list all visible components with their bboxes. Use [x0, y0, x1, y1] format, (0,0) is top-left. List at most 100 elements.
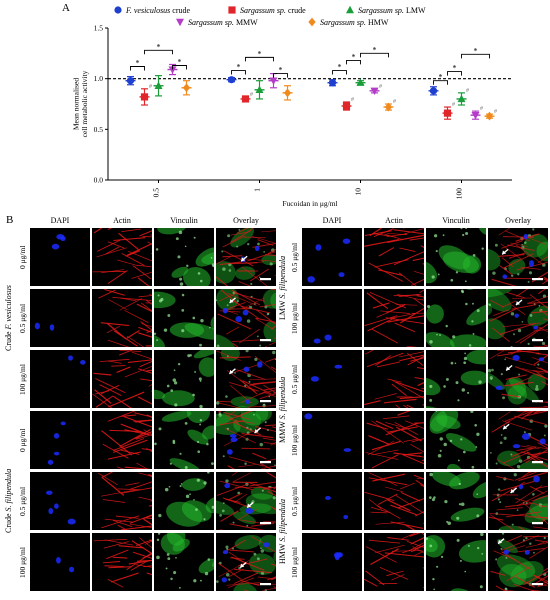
data-point: [227, 76, 236, 84]
significance-bracket: [332, 70, 347, 75]
actin-image: [364, 289, 424, 347]
column-header-left: Actin: [113, 216, 131, 225]
y-tick-label: 0.0: [94, 176, 104, 185]
row-label-left: 100 μg/ml: [18, 546, 27, 578]
significance-bracket: [144, 49, 173, 55]
vinculin-image: [426, 350, 486, 408]
dapi-image: [302, 472, 362, 530]
data-point: [255, 85, 264, 94]
vinculin-image: [154, 533, 214, 591]
data-point: [485, 111, 494, 121]
significance-star: *: [279, 66, 283, 75]
vinculin-image: [426, 472, 486, 530]
significance-star: *: [352, 52, 356, 61]
legend-marker: [308, 17, 316, 27]
dapi-image: [30, 411, 90, 469]
data-point: [328, 79, 337, 87]
legend-label: Sargassum sp. LMW: [358, 6, 426, 15]
legend-marker: [346, 5, 354, 14]
column-header-left: Overlay: [233, 216, 259, 225]
hash-mark: #: [480, 106, 483, 112]
column-header-right: Actin: [385, 216, 403, 225]
actin-image: [92, 533, 152, 591]
vinculin-image: [154, 289, 214, 347]
dapi-image: [302, 289, 362, 347]
data-point: [370, 87, 379, 96]
hash-mark: #: [250, 92, 253, 98]
significance-star: *: [338, 63, 342, 72]
data-point: [126, 77, 135, 85]
significance-bracket: [273, 73, 288, 78]
group-label-right: LMW S. filipendula: [278, 255, 287, 320]
row-label-left: 0 μg/ml: [18, 245, 27, 269]
x-tick-label: 0.5: [152, 188, 161, 198]
dapi-image: [302, 228, 362, 286]
vinculin-image: [426, 411, 486, 469]
x-tick-label: 100: [455, 188, 464, 200]
actin-image: [364, 228, 424, 286]
data-point: [429, 87, 438, 95]
y-tick-label: 1.5: [94, 24, 104, 33]
row-label-right: 100 μg/ml: [290, 424, 299, 456]
significance-bracket: [346, 59, 361, 65]
significance-star: *: [178, 57, 182, 66]
overlay-image: [488, 533, 548, 591]
row-label-right: 0.5 μg/ml: [290, 486, 299, 516]
y-tick-label: 1.0: [94, 74, 104, 83]
overlay-image: [488, 472, 548, 530]
row-label-right: 0.5 μg/ml: [290, 364, 299, 394]
overlay-image: [488, 411, 548, 469]
x-tick-label: 10: [354, 188, 363, 196]
significance-bracket: [130, 66, 145, 71]
row-label-left: 100 μg/ml: [18, 363, 27, 395]
dapi-image: [302, 411, 362, 469]
column-header-right: DAPI: [322, 216, 342, 225]
legend-label: Sargassum sp. MMW: [188, 18, 258, 27]
group-label-right: HMW S. filipendula: [278, 499, 287, 564]
vinculin-image: [154, 472, 214, 530]
hash-mark: #: [466, 88, 469, 94]
actin-image: [364, 350, 424, 408]
actin-image: [92, 411, 152, 469]
significance-star: *: [237, 63, 241, 72]
x-axis-label: Fucoidan in μg/ml: [282, 199, 337, 208]
overlay-image: [216, 411, 276, 469]
data-point: [471, 111, 480, 120]
data-point: [269, 77, 278, 85]
hash-mark: #: [393, 99, 396, 105]
legend-marker: [176, 18, 184, 27]
hash-mark: #: [379, 84, 382, 90]
overlay-image: [488, 350, 548, 408]
data-point: [168, 66, 177, 74]
chart-a: 0.0 0.5 1.0 1.5 Mean normalisedcell metaboli…: [72, 5, 512, 208]
legend-marker: [228, 6, 236, 14]
data-point: [342, 102, 351, 110]
column-header-right: Overlay: [505, 216, 531, 225]
x-tick-label: 1: [253, 188, 262, 192]
legend-marker: [114, 6, 122, 14]
significance-bracket: [461, 53, 490, 59]
data-point: [182, 83, 191, 93]
data-point: [356, 78, 365, 86]
significance-star: *: [258, 49, 262, 58]
actin-image: [92, 228, 152, 286]
data-point: [443, 109, 452, 117]
data-point: [283, 88, 292, 98]
row-label-left: 0.5 μg/ml: [18, 303, 27, 333]
significance-bracket: [433, 80, 448, 85]
hash-mark: #: [452, 102, 455, 108]
dapi-image: [302, 533, 362, 591]
dapi-image: [30, 472, 90, 530]
panel-a-label: A: [62, 2, 70, 14]
overlay-image: [216, 289, 276, 347]
dapi-image: [30, 228, 90, 286]
data-point: [241, 95, 250, 103]
column-header-right: Vinculin: [442, 216, 470, 225]
group-label-left: Crude S. filipendula: [4, 468, 13, 533]
significance-bracket: [360, 52, 389, 58]
hash-mark: #: [149, 84, 152, 90]
vinculin-image: [154, 350, 214, 408]
dapi-image: [30, 289, 90, 347]
significance-bracket: [231, 70, 246, 75]
overlay-image: [216, 228, 276, 286]
